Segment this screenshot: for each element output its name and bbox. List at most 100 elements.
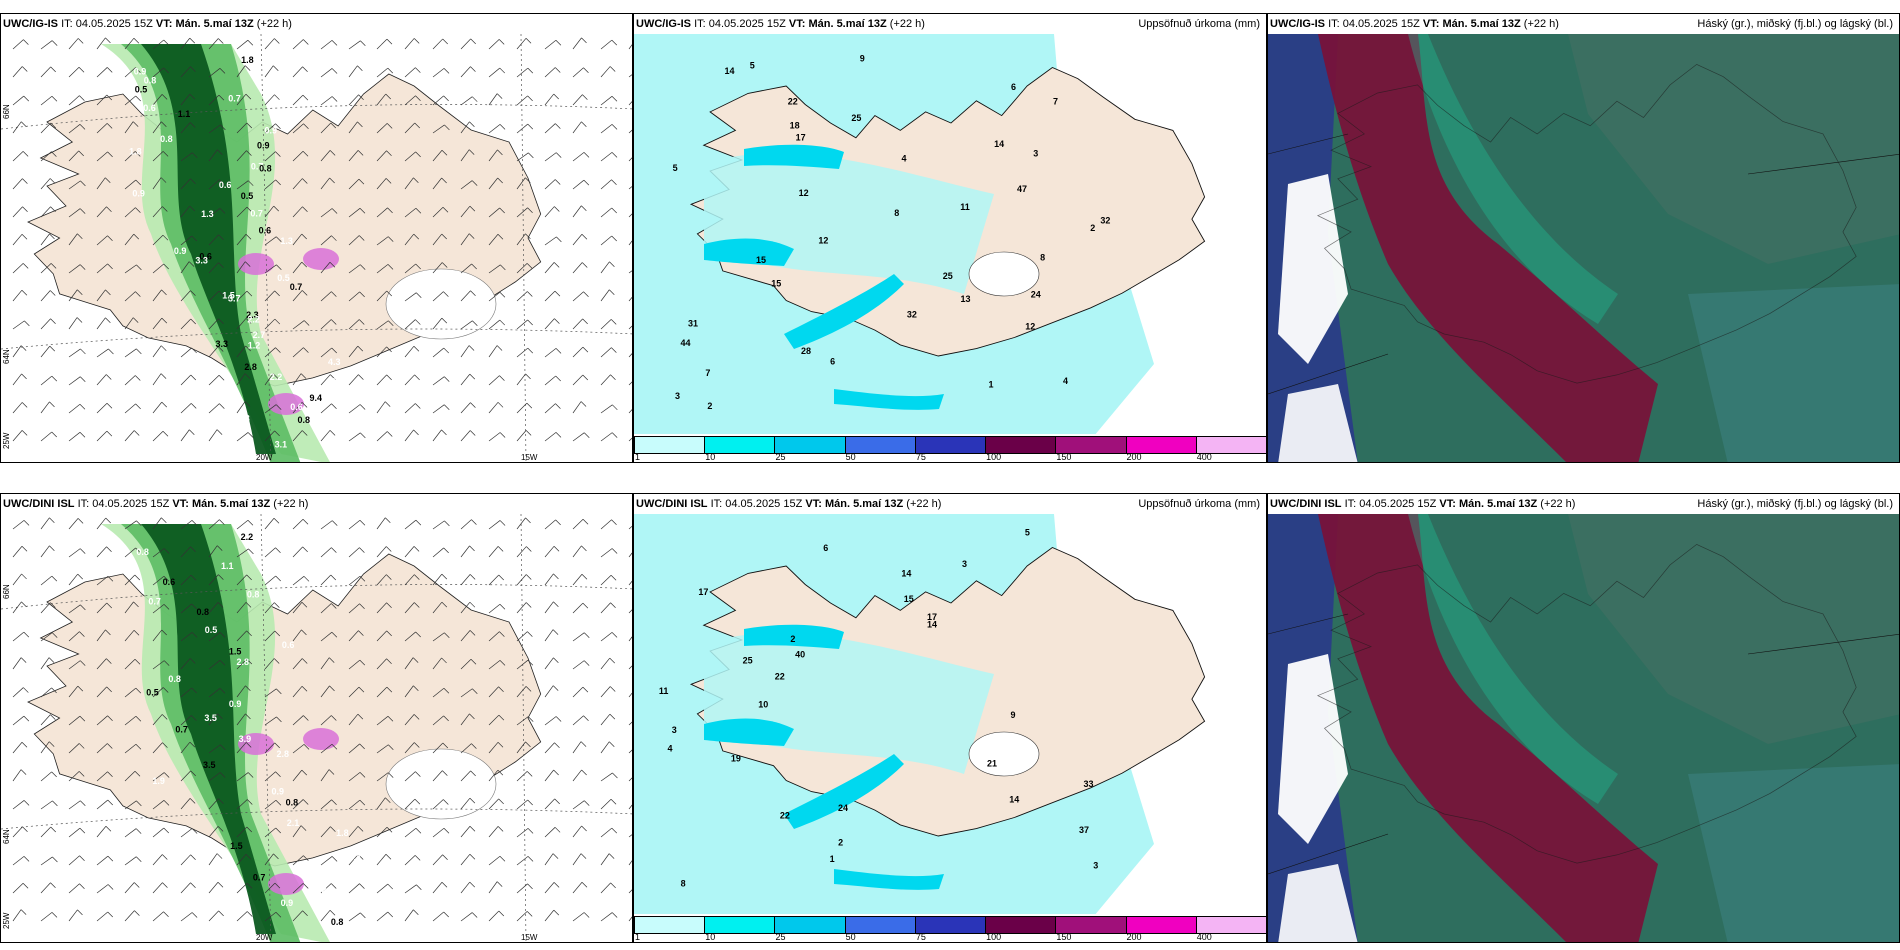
wind-barb-staff: [600, 632, 613, 642]
wind-barb: [152, 39, 170, 50]
wind-barb: [460, 770, 476, 782]
wind-barb-staff: [488, 686, 499, 698]
wind-barb-staff: [432, 177, 442, 190]
wind-barb-flag: [527, 95, 533, 102]
wind-barb-flag: [357, 345, 364, 352]
wind-barb-flag: [554, 290, 561, 297]
wind-barb-staff: [516, 856, 529, 866]
wind-barb: [264, 123, 281, 134]
wind-barb: [236, 39, 254, 50]
precip-value-label: 0.9: [229, 699, 242, 709]
wind-barb-flag: [22, 151, 29, 157]
wind-barb-staff: [208, 68, 221, 78]
wind-barb-staff: [432, 347, 445, 358]
wind-barb-flag: [415, 519, 422, 526]
wind-barb-flag: [163, 604, 170, 610]
wind-barb-staff: [236, 318, 247, 330]
wind-barb-flag: [415, 95, 421, 101]
wind-barb: [460, 320, 478, 330]
wind-barb-flag: [415, 771, 421, 777]
precip-total-label: 4: [667, 743, 672, 753]
wind-barb-staff: [236, 519, 249, 530]
precip-value-label: 0.7: [228, 93, 241, 103]
wind-barb-staff: [544, 236, 557, 246]
wind-barb-staff: [432, 429, 442, 442]
wind-barb-flag: [219, 208, 226, 214]
wind-barb-flag: [300, 825, 307, 831]
wind-barb: [152, 911, 169, 922]
wind-barb: [208, 403, 225, 414]
wind-barb-flag: [416, 884, 422, 891]
wind-barb-flag: [414, 798, 421, 805]
wind-barb-flag: [219, 632, 226, 638]
wind-barb: [40, 66, 56, 78]
wind-barb: [180, 429, 195, 442]
wind-barb-flag: [135, 179, 142, 186]
wind-barb-staff: [12, 234, 23, 246]
wind-barb-flag: [218, 94, 225, 101]
wind-barb-staff: [124, 715, 137, 726]
wind-barb-flag: [582, 318, 588, 325]
accumulated-precip-map: 9514672225181714345471211832212815251524…: [634, 34, 1266, 436]
wind-barb: [152, 430, 169, 442]
wind-barb-flag: [358, 319, 365, 325]
wind-barb-staff: [124, 37, 135, 50]
wind-barb-flag: [79, 660, 86, 666]
wind-barb-flag: [441, 573, 448, 580]
wind-barb-flag: [526, 771, 533, 777]
wind-barb-flag: [358, 686, 365, 693]
wind-barb-staff: [236, 122, 248, 134]
wind-barb: [124, 743, 142, 754]
wind-barb: [96, 546, 112, 558]
wind-barb-flag: [218, 318, 224, 325]
wind-barb: [40, 151, 57, 162]
wind-barb-flag: [609, 741, 615, 747]
wind-barb-flag: [444, 520, 450, 527]
wind-barb-staff: [40, 575, 53, 586]
precip-value-label: 1.8: [129, 147, 142, 157]
precip-total-label: 32: [907, 310, 917, 320]
wind-barb-flag: [190, 318, 196, 325]
wind-barb-staff: [516, 659, 529, 670]
wind-barb-staff: [96, 235, 108, 246]
wind-barb-staff: [516, 716, 529, 726]
precip-total-label: 25: [851, 113, 861, 123]
wind-barb-flag: [611, 235, 617, 242]
wind-barb: [152, 660, 170, 670]
wind-barb-flag: [105, 177, 111, 183]
wind-barb: [264, 430, 280, 442]
wind-barb: [152, 151, 169, 162]
precip-value-label: 2.8: [236, 657, 249, 667]
wind-barb: [208, 632, 226, 642]
wind-barb-flag: [470, 290, 476, 296]
wind-barb-staff: [68, 66, 80, 78]
wind-barb: [432, 95, 449, 106]
wind-barb-flag: [218, 910, 224, 917]
wind-barb-flag: [246, 206, 253, 213]
wind-barb: [460, 658, 477, 670]
legend-swatch: [1195, 916, 1266, 934]
wind-barb-flag: [189, 122, 196, 128]
wind-barb-staff: [292, 825, 302, 838]
wind-barb-flag: [23, 856, 30, 862]
wind-barb: [236, 630, 252, 642]
wind-barb-flag: [216, 429, 223, 435]
wind-barb-flag: [274, 430, 280, 437]
wind-barb: [516, 319, 533, 330]
wind-barb-staff: [236, 602, 247, 614]
wind-barb: [12, 206, 28, 218]
wind-barb: [432, 632, 450, 642]
wind-barb: [180, 715, 197, 726]
wind-barb-staff: [376, 67, 389, 78]
wind-barb-flag: [301, 629, 307, 636]
wind-barb: [96, 743, 113, 754]
wind-barb-staff: [404, 151, 416, 162]
wind-barb-staff: [236, 150, 247, 162]
wind-barb: [460, 149, 475, 162]
wind-barb: [236, 65, 251, 78]
wind-barb-flag: [527, 631, 533, 637]
wind-barb-staff: [376, 517, 386, 530]
wind-barb-staff: [40, 263, 52, 274]
wind-barb-staff: [180, 403, 192, 414]
wind-barb: [348, 178, 365, 190]
